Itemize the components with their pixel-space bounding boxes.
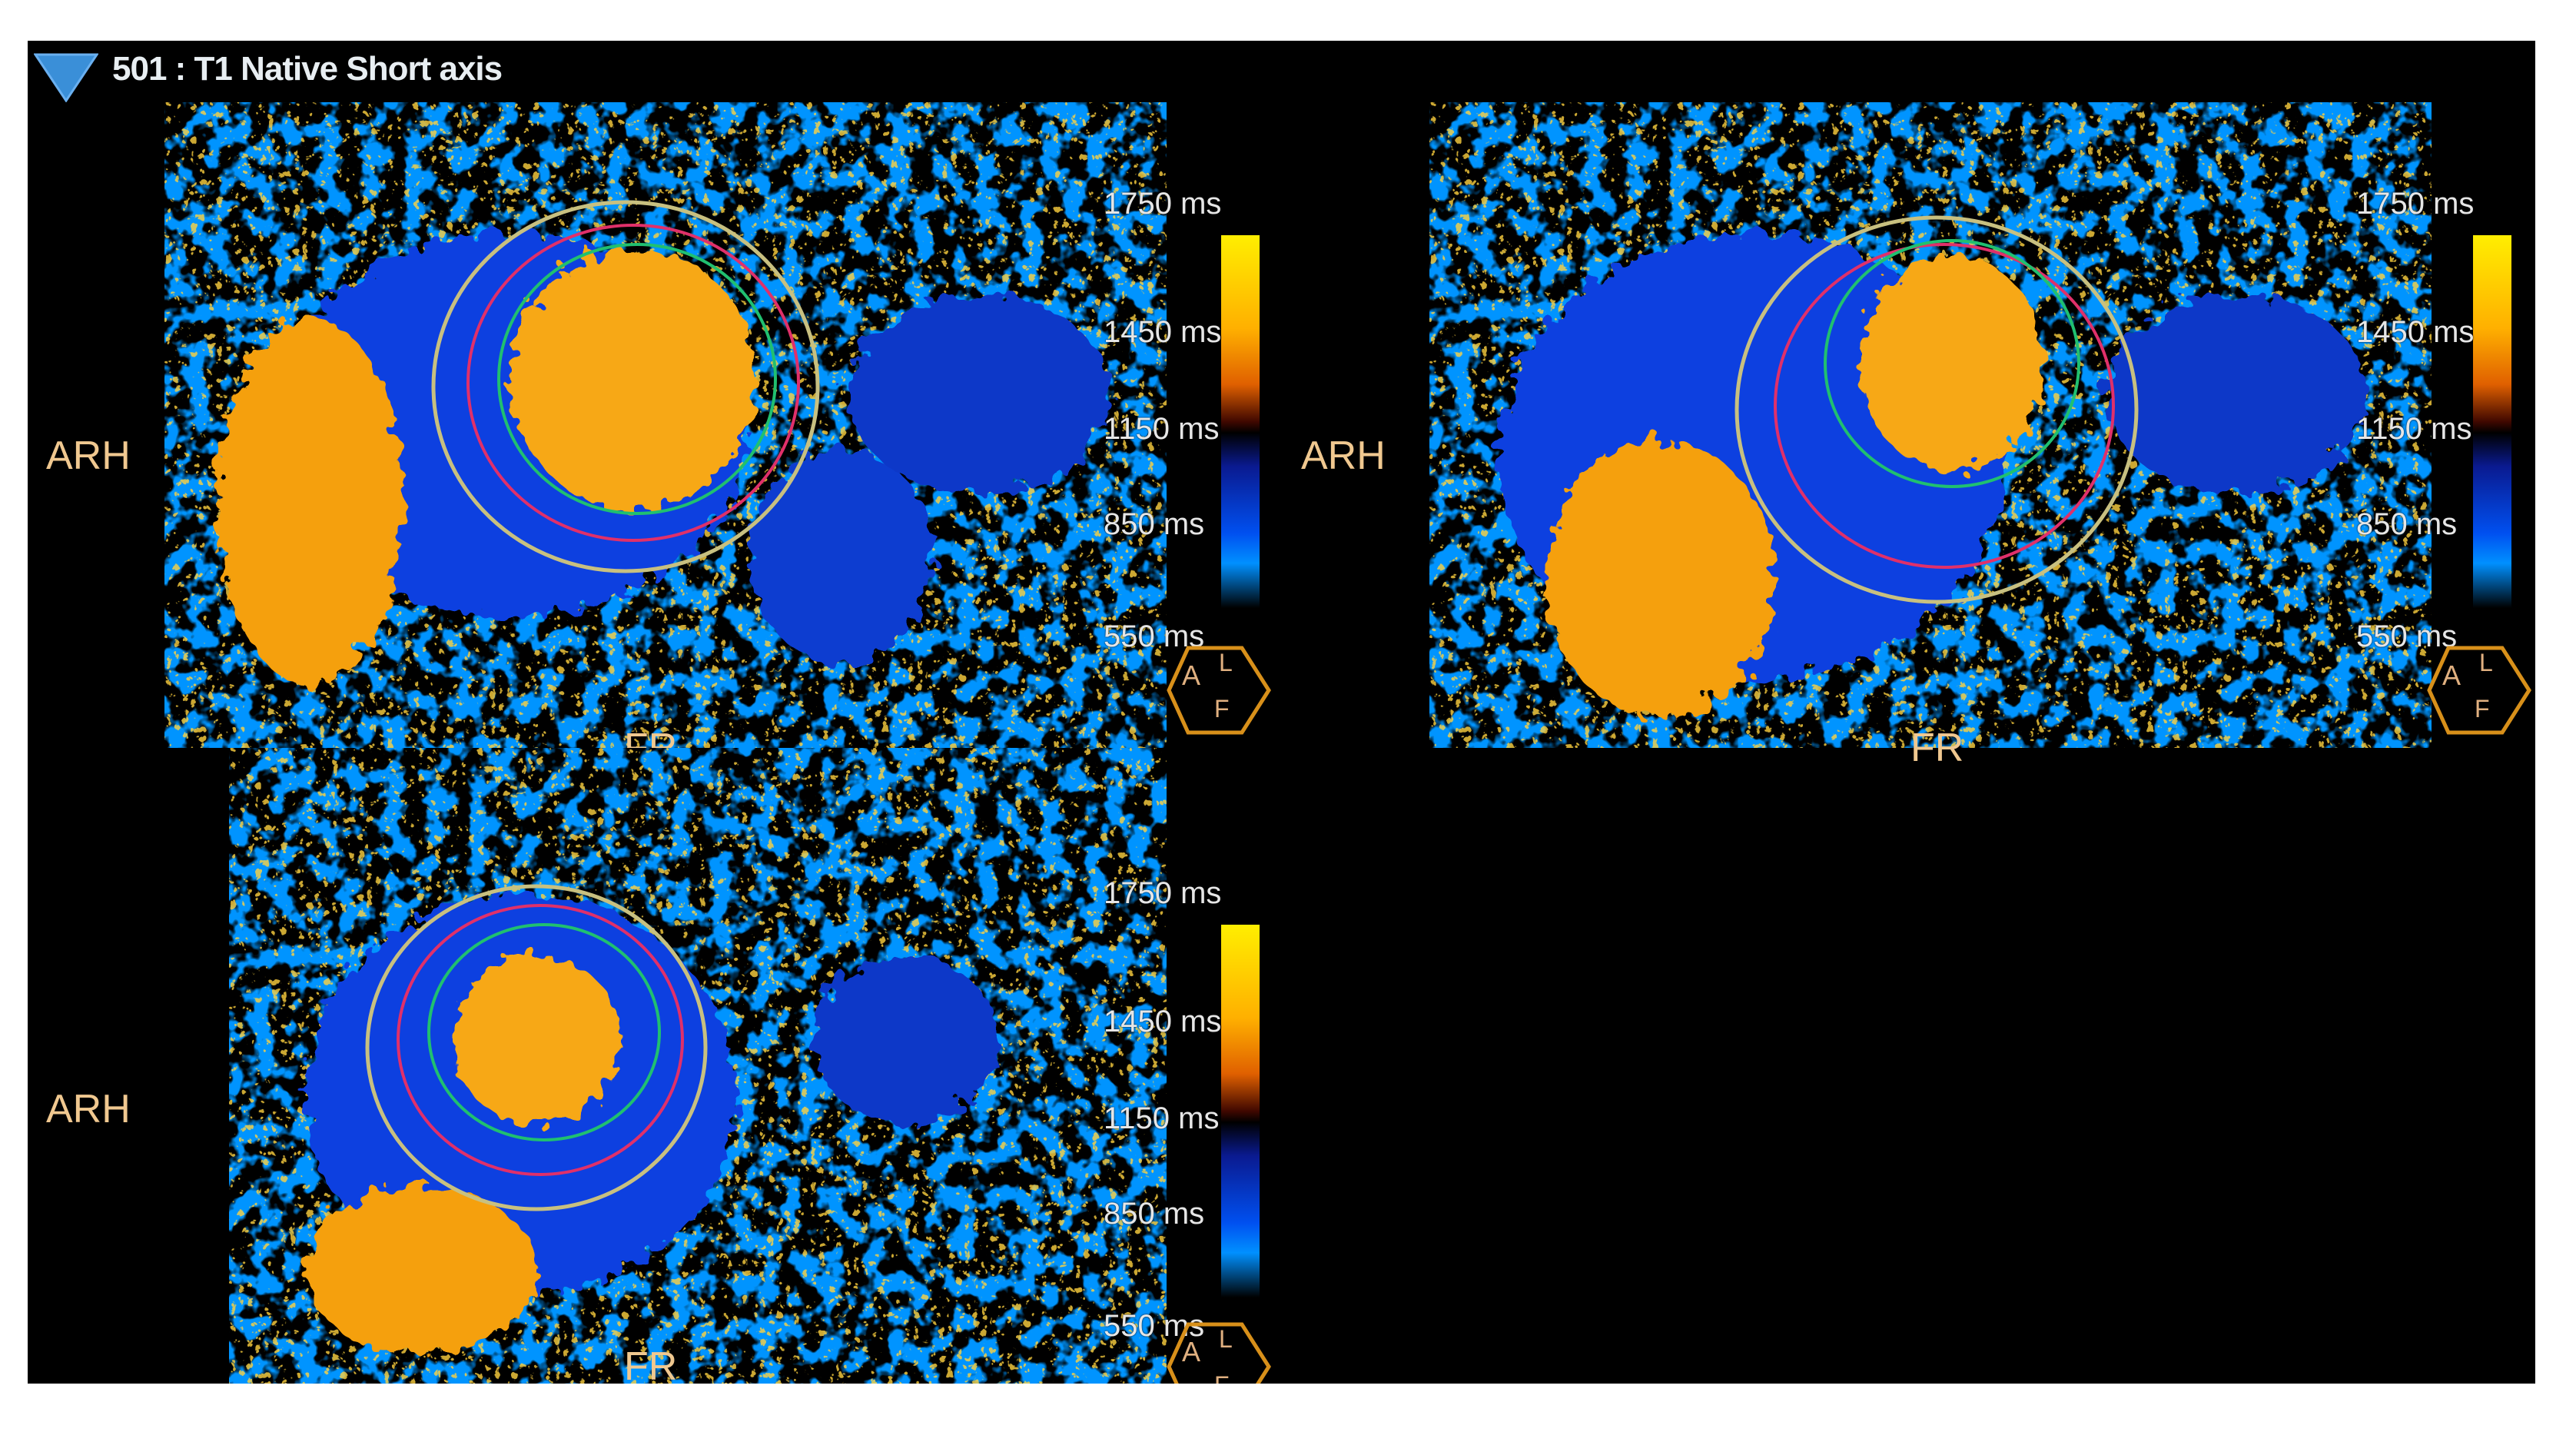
colorbar-tick: 850 ms xyxy=(1104,1197,1205,1231)
colorbar-tick: 1450 ms xyxy=(1104,315,1222,349)
colorbar-tick: 850 ms xyxy=(1104,507,1205,541)
orientation-label-left: ARH xyxy=(46,434,131,478)
colorbar-tick: 1750 ms xyxy=(1104,876,1222,910)
triangle-down-icon[interactable] xyxy=(34,53,98,102)
series-title: 501 : T1 Native Short axis xyxy=(112,50,503,88)
colorbar xyxy=(1221,235,1260,608)
colorbar-tick: 550 ms xyxy=(2356,620,2458,653)
colorbar-tick: 1750 ms xyxy=(2356,187,2475,221)
orientation-label-bottom: FR xyxy=(1910,726,1964,770)
t1-map-image xyxy=(164,102,1167,748)
colorbar-tick: 850 ms xyxy=(2356,507,2458,541)
orientation-cube-icon[interactable]: A LF xyxy=(2425,640,2533,740)
viewport-1[interactable]: ARH FR 1750 ms 1450 ms 1150 ms 850 ms 55… xyxy=(28,102,1334,770)
colorbar-tick: 1150 ms xyxy=(1104,1101,1220,1135)
svg-text:L: L xyxy=(2479,649,2493,676)
svg-text:A: A xyxy=(1182,660,1200,691)
svg-text:A: A xyxy=(2442,660,2461,691)
viewport-2[interactable]: ARH FR 1750 ms 1450 ms 1150 ms 850 ms 55… xyxy=(1288,102,2535,770)
viewport-3[interactable]: ARH FR 1750 ms 1450 ms 1150 ms 850 ms 55… xyxy=(28,748,1334,1384)
svg-text:F: F xyxy=(1214,695,1230,723)
colorbar-tick: 1450 ms xyxy=(2356,315,2475,349)
colorbar-tick: 1450 ms xyxy=(1104,1005,1222,1038)
svg-text:F: F xyxy=(1214,1371,1230,1384)
colorbar xyxy=(2473,235,2511,608)
colorbar-tick: 1150 ms xyxy=(2356,412,2472,446)
orientation-label-bottom: FR xyxy=(624,1344,678,1384)
t1-map-image xyxy=(229,748,1167,1384)
orientation-label-left: ARH xyxy=(46,1087,131,1131)
orientation-cube-icon[interactable]: A L F xyxy=(1165,1317,1273,1384)
colorbar-tick: 1750 ms xyxy=(1104,187,1222,221)
t1-map-image xyxy=(1429,102,2432,748)
image-viewer[interactable]: 501 : T1 Native Short axis xyxy=(28,41,2535,1384)
colorbar xyxy=(1221,925,1260,1297)
svg-text:L: L xyxy=(1219,649,1233,676)
svg-text:F: F xyxy=(2475,695,2490,723)
svg-text:L: L xyxy=(1219,1325,1233,1353)
orientation-cube-icon[interactable]: A LF xyxy=(1165,640,1273,740)
colorbar-tick: 1150 ms xyxy=(1104,412,1220,446)
orientation-label-left: ARH xyxy=(1301,434,1386,478)
svg-text:A: A xyxy=(1182,1336,1200,1367)
